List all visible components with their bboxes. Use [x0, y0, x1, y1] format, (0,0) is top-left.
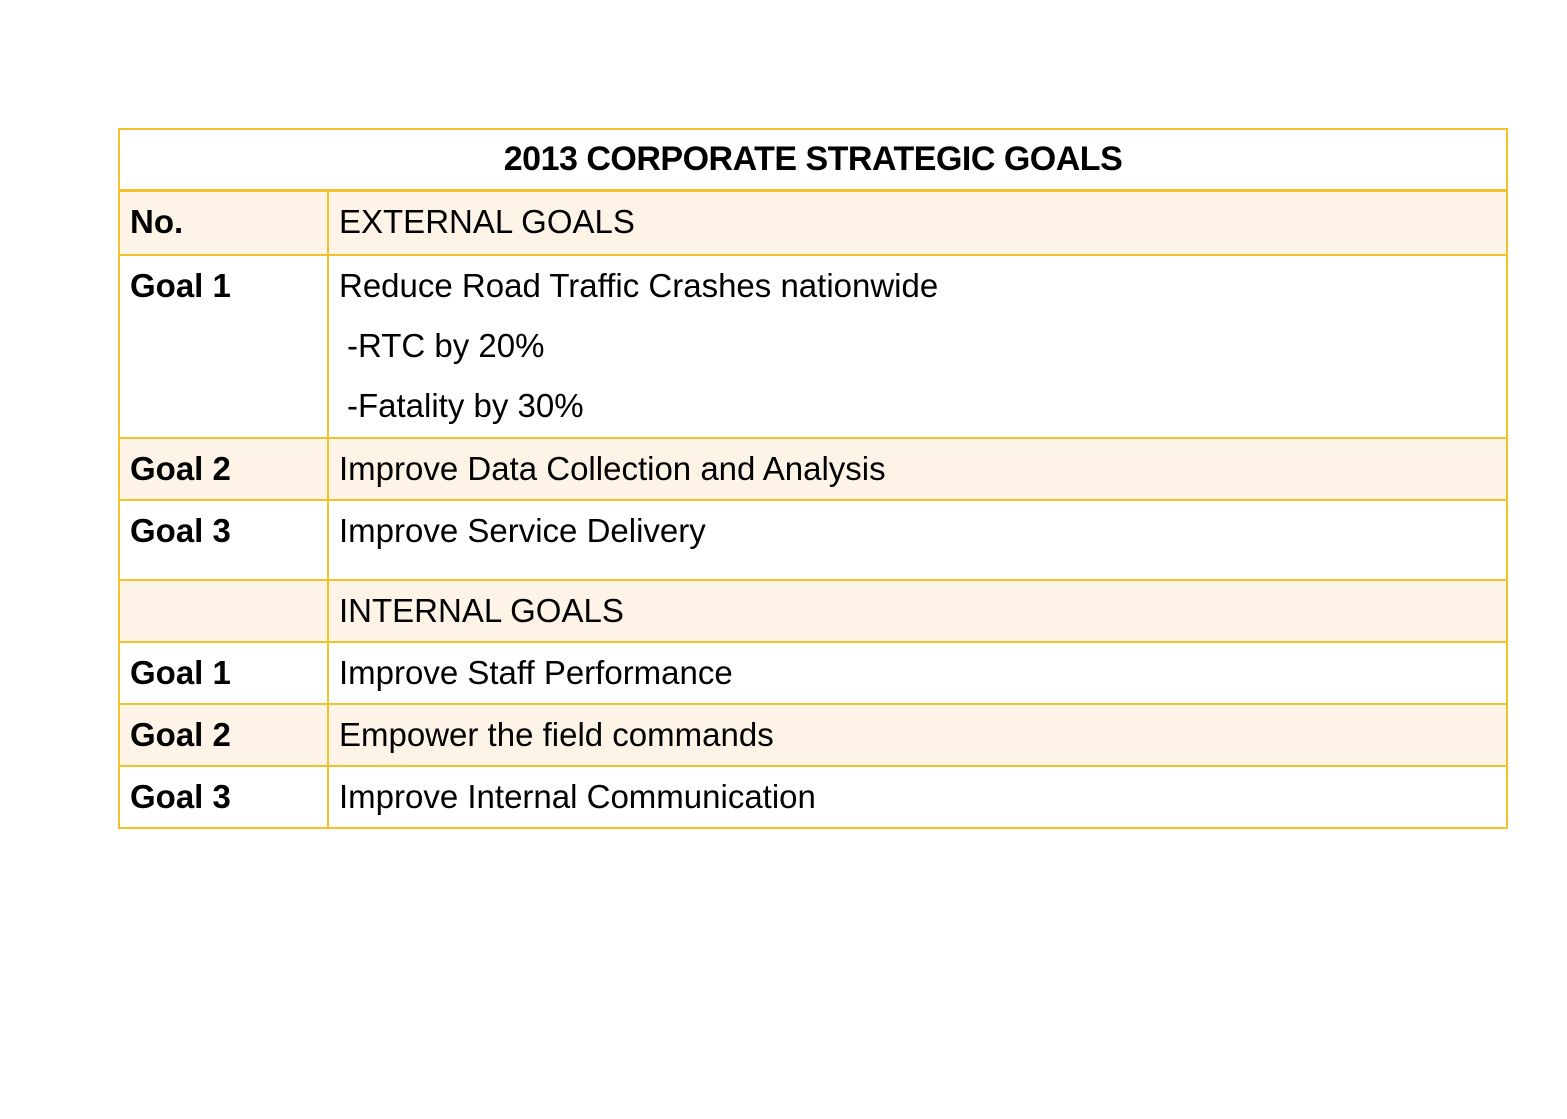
table-row: Goal 3 Improve Internal Communication: [120, 765, 1506, 827]
table-row: Goal 1 Reduce Road Traffic Crashes natio…: [120, 254, 1506, 437]
goal-text: Reduce Road Traffic Crashes nationwide: [339, 267, 939, 304]
goal-target: -RTC by 20%: [347, 327, 545, 364]
goal-target: -Fatality by 30%: [347, 387, 584, 424]
goal-description: Empower the field commands: [339, 716, 774, 753]
table-row: Goal 3 Improve Service Delivery: [120, 499, 1506, 579]
goal-description: Improve Internal Communication: [339, 778, 816, 815]
goal-number: Goal 1: [120, 643, 329, 703]
table-title: 2013 CORPORATE STRATEGIC GOALS: [503, 140, 1123, 178]
table-header-row: No. EXTERNAL GOALS: [120, 192, 1506, 254]
goal-description: Improve Staff Performance: [339, 654, 733, 691]
goal-number: Goal 2: [120, 705, 329, 765]
goal-description: Reduce Road Traffic Crashes nationwide -…: [329, 256, 1506, 437]
goal-number: Goal 3: [120, 501, 329, 579]
goal-number: Goal 2: [120, 439, 329, 499]
goal-number: [120, 581, 329, 641]
table-row: Goal 2 Improve Data Collection and Analy…: [120, 437, 1506, 499]
section-header-internal: INTERNAL GOALS: [339, 592, 624, 629]
table-row: Goal 2 Empower the field commands: [120, 703, 1506, 765]
section-header-external: EXTERNAL GOALS: [339, 203, 635, 240]
column-header-no: No.: [120, 192, 329, 254]
strategic-goals-table: 2013 CORPORATE STRATEGIC GOALS No. EXTER…: [118, 128, 1508, 829]
table-row: Goal 1 Improve Staff Performance: [120, 641, 1506, 703]
goal-number: Goal 1: [120, 256, 329, 437]
goal-description: Improve Data Collection and Analysis: [339, 450, 886, 487]
section-header-row: INTERNAL GOALS: [120, 579, 1506, 641]
goal-number: Goal 3: [120, 767, 329, 827]
goal-description: Improve Service Delivery: [339, 512, 706, 549]
table-title-row: 2013 CORPORATE STRATEGIC GOALS: [120, 130, 1506, 192]
